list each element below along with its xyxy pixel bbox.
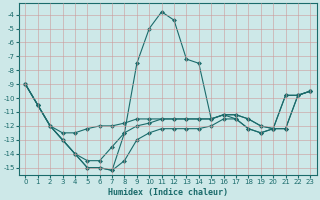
X-axis label: Humidex (Indice chaleur): Humidex (Indice chaleur) — [108, 188, 228, 197]
